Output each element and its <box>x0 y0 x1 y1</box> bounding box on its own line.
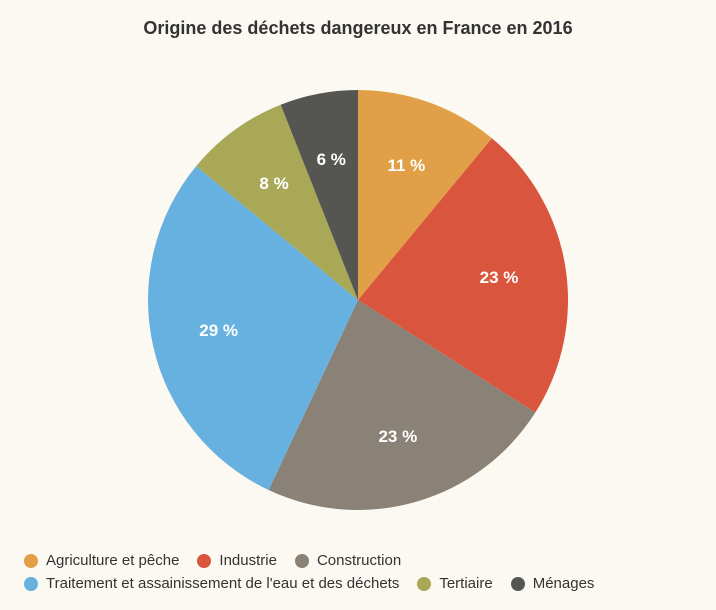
legend-item-0: Agriculture et pêche <box>24 552 179 569</box>
legend-item-1: Industrie <box>197 552 277 569</box>
legend-label-3: Traitement et assainissement de l'eau et… <box>46 575 399 592</box>
legend-item-5: Ménages <box>511 575 595 592</box>
slice-label-3: 29 % <box>199 321 238 341</box>
slice-label-2: 23 % <box>378 427 417 447</box>
pie-chart-container: Origine des déchets dangereux en France … <box>0 0 716 610</box>
legend-item-3: Traitement et assainissement de l'eau et… <box>24 575 399 592</box>
legend-item-2: Construction <box>295 552 401 569</box>
legend-row-1: Traitement et assainissement de l'eau et… <box>24 575 692 592</box>
legend-label-2: Construction <box>317 552 401 569</box>
legend-label-1: Industrie <box>219 552 277 569</box>
legend-row-0: Agriculture et pêche Industrie Constructio… <box>24 552 692 569</box>
legend: Agriculture et pêche Industrie Constructio… <box>24 552 692 592</box>
legend-swatch-1 <box>197 554 211 568</box>
legend-label-4: Tertiaire <box>439 575 492 592</box>
slice-label-5: 6 % <box>317 150 346 170</box>
legend-swatch-4 <box>417 577 431 591</box>
chart-title: Origine des déchets dangereux en France … <box>0 18 716 39</box>
legend-label-5: Ménages <box>533 575 595 592</box>
slice-label-1: 23 % <box>480 268 519 288</box>
slice-label-0: 11 % <box>387 156 425 176</box>
legend-item-4: Tertiaire <box>417 575 492 592</box>
pie-chart: 11 % 23 % 23 % 29 % 8 % 6 % <box>148 90 568 510</box>
legend-label-0: Agriculture et pêche <box>46 552 179 569</box>
legend-swatch-0 <box>24 554 38 568</box>
slice-label-4: 8 % <box>259 174 288 194</box>
legend-swatch-3 <box>24 577 38 591</box>
legend-swatch-5 <box>511 577 525 591</box>
legend-swatch-2 <box>295 554 309 568</box>
